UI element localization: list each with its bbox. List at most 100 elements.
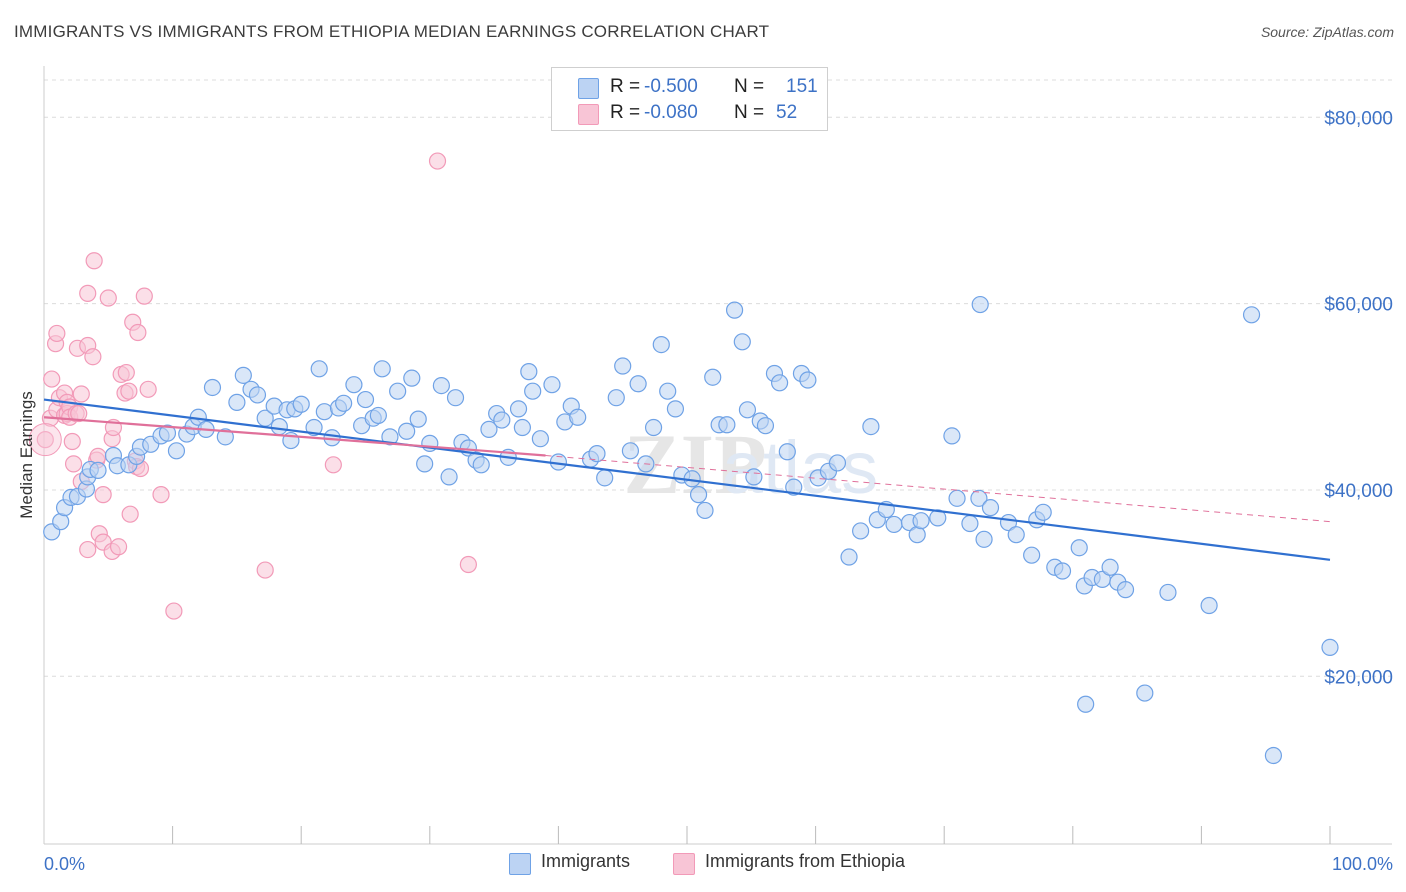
data-point [509,400,528,418]
legend-r-label: R = [610,76,641,97]
data-point [975,530,993,548]
legend-n-value: 52 [776,102,798,123]
ethiopia-points [28,152,477,620]
data-point [94,486,112,504]
data-point [1007,526,1025,544]
legend-n-label: N = [734,76,765,97]
data-point [135,287,153,305]
data-point [725,301,744,319]
data-point [440,468,458,486]
legend-n-value: 151 [786,76,818,97]
data-point [43,370,61,388]
legend-r-label: R = [610,102,641,123]
data-point [63,432,81,451]
data-point [79,540,97,559]
legend-r-value: -0.080 [644,102,698,123]
data-point [480,420,498,438]
data-point [84,348,102,366]
watermark-atlas: atlas [722,426,878,509]
data-point [292,395,310,413]
data-point [324,456,342,474]
data-point [1242,306,1261,324]
data-point [778,443,796,461]
data-point [1264,746,1283,765]
data-point [389,382,407,400]
immigrants-points [43,295,1339,765]
legend-swatch-pink [578,104,599,125]
data-point [659,382,677,400]
data-point [862,417,880,436]
bottom-legend-label: Immigrants [541,851,631,871]
data-point [79,284,97,302]
x-tick-label: 0.0% [44,854,85,874]
data-point [70,404,88,423]
data-point [165,602,183,620]
data-point [459,555,477,574]
source-label: Source: ZipAtlas.com [1260,24,1394,40]
data-point [1070,539,1088,557]
data-point [1159,583,1177,602]
data-point [828,454,847,472]
data-point [1116,581,1135,599]
data-point [158,424,177,442]
legend-row-ethiopia: R = -0.080 N = 52 [552,102,827,126]
data-point [315,403,333,421]
legend-swatch-blue [578,78,599,99]
correlation-legend: R = -0.500 N = 151 R = -0.080 N = 52 [551,67,828,131]
data-point [270,417,288,436]
data-point [305,418,323,437]
data-point [912,512,930,530]
data-point [248,386,267,404]
bottom-legend-label: Immigrants from Ethiopia [705,851,906,871]
data-point [704,368,722,386]
data-point [785,478,803,496]
data-point [607,389,625,407]
data-point [569,408,587,426]
data-point [733,333,751,351]
data-point [696,501,714,520]
data-point [109,538,128,556]
data-point [840,548,858,566]
data-point [203,378,222,397]
data-point [381,428,399,446]
data-point-large [28,423,62,457]
data-point [1077,695,1095,713]
data-point [981,499,1000,517]
data-point [398,422,416,440]
data-point [345,376,363,394]
data-point [416,455,434,473]
tick-labels: $20,000 $40,000 $60,000 $80,000 0.0% 100.0% [44,108,1393,874]
data-point [1200,596,1218,615]
trend-lines [43,398,1331,561]
data-point [970,489,988,507]
data-point [129,323,147,342]
data-point [666,400,685,418]
trend-line-immigrants [43,398,1331,561]
data-point [89,461,107,479]
data-point [1053,562,1072,580]
data-point [971,295,989,314]
data-point [588,445,606,463]
data-point [948,489,966,507]
data-point [99,289,117,307]
data-point [446,389,465,407]
data-point [432,377,450,395]
chart-title: IMMIGRANTS VS IMMIGRANTS FROM ETHIOPIA M… [14,22,770,41]
data-point [373,360,391,378]
data-point [614,357,632,375]
legend-r-value: -0.500 [644,76,698,97]
data-point [943,427,961,445]
y-tick-label: $80,000 [1324,108,1393,129]
data-point [117,363,135,382]
data-point [310,360,328,378]
axes [43,66,1392,845]
data-point [120,382,138,400]
legend-n-label: N = [734,102,765,123]
data-point [234,366,252,384]
data-point [403,369,421,387]
data-point [256,561,274,579]
data-point [335,394,353,412]
data-point [139,380,157,398]
data-point [756,417,775,435]
